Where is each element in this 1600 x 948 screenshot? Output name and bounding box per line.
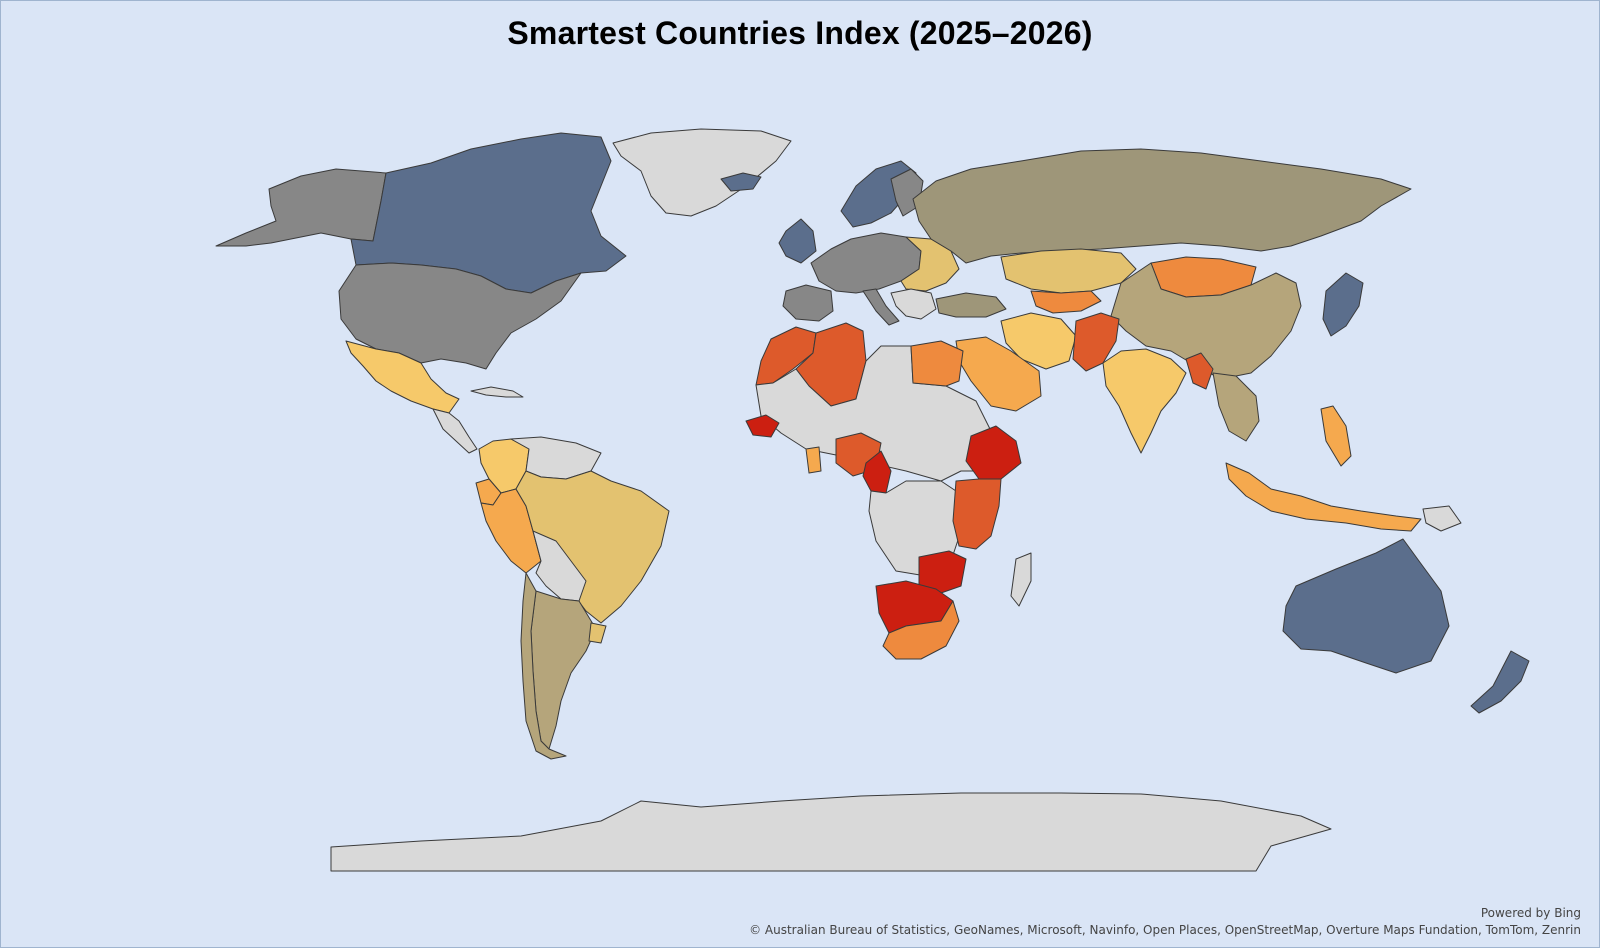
country-central-america[interactable]: [432, 408, 478, 454]
country-ghana[interactable]: [805, 446, 822, 474]
country-alaska[interactable]: [215, 168, 387, 247]
country-turkey[interactable]: [935, 292, 1007, 318]
country-italy[interactable]: [862, 288, 900, 326]
country-new-zealand[interactable]: [1470, 650, 1530, 714]
country-russia[interactable]: [912, 148, 1412, 264]
country-china[interactable]: [1110, 262, 1302, 380]
country-morocco[interactable]: [755, 326, 817, 386]
country-senegal[interactable]: [745, 414, 780, 438]
country-bangladesh-myanmar[interactable]: [1185, 352, 1214, 390]
country-madagascar[interactable]: [1010, 552, 1032, 607]
country-argentina[interactable]: [530, 590, 597, 750]
country-central-africa[interactable]: [868, 480, 962, 577]
country-iberia[interactable]: [782, 284, 834, 322]
country-papua-new-guinea[interactable]: [1422, 505, 1462, 532]
country-chile[interactable]: [520, 572, 567, 760]
country-ethiopia[interactable]: [965, 425, 1022, 480]
country-egypt[interactable]: [910, 340, 964, 387]
country-south-africa[interactable]: [882, 600, 960, 660]
country-antarctica[interactable]: [330, 792, 1332, 872]
country-kazakhstan[interactable]: [1000, 248, 1137, 294]
country-philippines[interactable]: [1320, 405, 1352, 467]
country-indonesia[interactable]: [1225, 462, 1422, 532]
map-title: Smartest Countries Index (2025–2026): [507, 15, 1093, 51]
copyright-text: © Australian Bureau of Statistics, GeoNa…: [749, 923, 1581, 937]
country-iceland[interactable]: [720, 172, 762, 192]
country-balkans[interactable]: [890, 288, 937, 320]
country-uruguay[interactable]: [588, 622, 607, 644]
country-pakistan-afghanistan[interactable]: [1072, 312, 1120, 372]
country-central-asia[interactable]: [1030, 290, 1102, 314]
country-east-africa[interactable]: [952, 478, 1002, 550]
attribution: Powered by Bing © Australian Bureau of S…: [749, 905, 1581, 939]
country-southeast-asia[interactable]: [1212, 372, 1260, 442]
country-uk-ireland[interactable]: [778, 218, 817, 264]
powered-by-text: Powered by Bing: [1480, 906, 1581, 920]
country-australia[interactable]: [1282, 538, 1450, 674]
country-usa[interactable]: [338, 262, 582, 370]
country-cuba[interactable]: [470, 386, 524, 398]
country-iran[interactable]: [1000, 312, 1077, 370]
country-india[interactable]: [1102, 348, 1187, 454]
country-korea-japan[interactable]: [1322, 272, 1364, 337]
country-saudi-arabia[interactable]: [955, 336, 1042, 412]
country-greenland[interactable]: [612, 128, 792, 217]
